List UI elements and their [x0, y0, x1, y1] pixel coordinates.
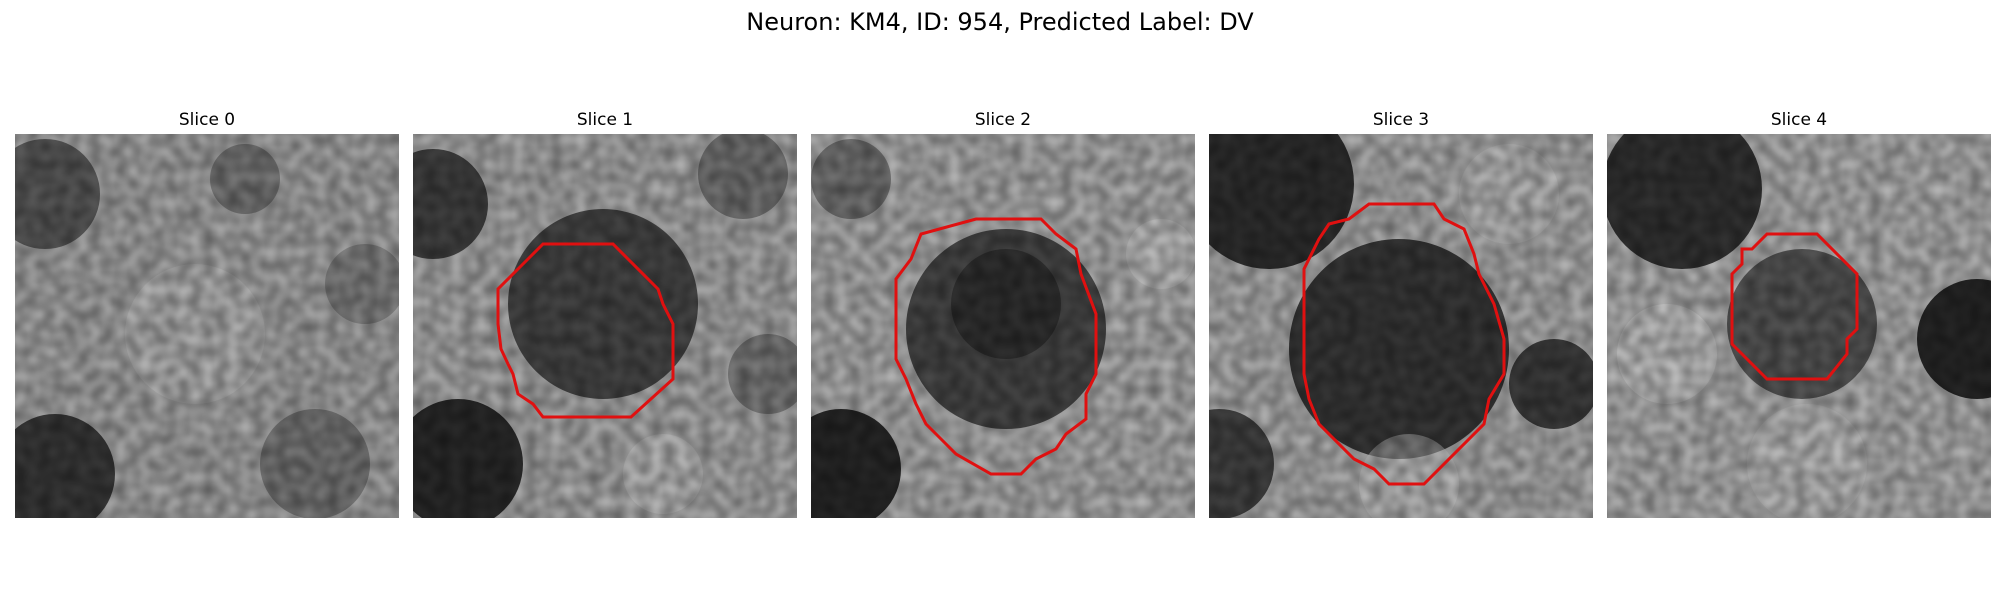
- slice-0-image: [15, 134, 399, 518]
- slice-3-contour: [1302, 202, 1506, 486]
- slice-2-image: [811, 134, 1195, 518]
- slice-4-contour: [1730, 232, 1859, 381]
- slice-1-title: Slice 1: [576, 110, 634, 130]
- slice-1-image: [413, 134, 797, 518]
- slice-3-image: [1209, 134, 1593, 518]
- slice-1-contour: [496, 242, 675, 419]
- slice-4-title: Slice 4: [1770, 110, 1828, 130]
- slice-0-title: Slice 0: [178, 110, 236, 130]
- slice-3-title: Slice 3: [1372, 110, 1430, 130]
- slice-4-image: [1607, 134, 1991, 518]
- slice-2-title: Slice 2: [974, 110, 1032, 130]
- figure-title: Neuron: KM4, ID: 954, Predicted Label: D…: [746, 8, 1254, 36]
- slice-2-contour: [894, 217, 1098, 476]
